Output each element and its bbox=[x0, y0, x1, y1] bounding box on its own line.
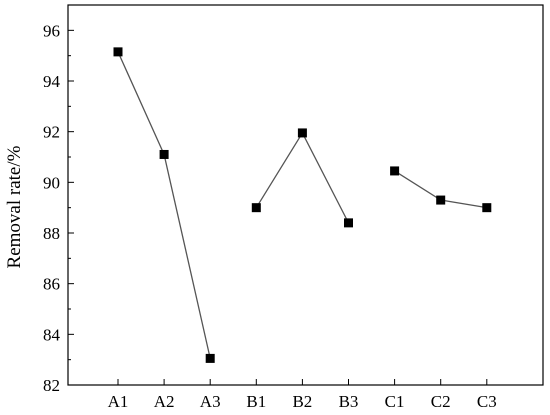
data-point bbox=[251, 203, 261, 213]
x-tick-label: B2 bbox=[292, 392, 312, 411]
series-C bbox=[390, 166, 492, 213]
series-A bbox=[113, 47, 215, 363]
series-layer bbox=[113, 47, 492, 363]
series-line bbox=[255, 131, 350, 224]
y-tick-label: 92 bbox=[43, 123, 60, 142]
y-tick-label: 86 bbox=[43, 275, 60, 294]
x-axis: A1 A2 A3 B1 B2 B3 C1 C2 C3 bbox=[108, 379, 497, 411]
data-point bbox=[436, 195, 446, 205]
x-tick-label: B1 bbox=[246, 392, 266, 411]
x-tick-label: C2 bbox=[431, 392, 451, 411]
x-tick-label: A1 bbox=[108, 392, 129, 411]
x-tick-label: C1 bbox=[385, 392, 405, 411]
x-tick-label: A3 bbox=[200, 392, 221, 411]
y-tick-label: 94 bbox=[43, 72, 61, 91]
series-line bbox=[117, 51, 211, 359]
data-point bbox=[390, 166, 400, 176]
y-tick-label: 90 bbox=[43, 173, 60, 192]
data-point bbox=[159, 149, 169, 159]
data-point bbox=[344, 218, 353, 228]
x-tick-label: C3 bbox=[477, 392, 497, 411]
y-tick-label: 82 bbox=[43, 376, 60, 395]
series-B bbox=[251, 128, 353, 228]
y-axis: 82 84 86 88 90 92 94 96 bbox=[43, 21, 74, 395]
y-axis-title: Removal rate/% bbox=[4, 145, 25, 268]
data-point bbox=[205, 353, 215, 363]
data-point bbox=[482, 203, 492, 213]
y-tick-label: 96 bbox=[43, 21, 60, 40]
y-tick-label: 84 bbox=[43, 325, 61, 344]
plot-frame bbox=[67, 4, 544, 386]
y-tick-label: 88 bbox=[43, 224, 60, 243]
data-point bbox=[113, 47, 123, 57]
plot-border bbox=[67, 4, 544, 386]
x-tick-label: B3 bbox=[339, 392, 359, 411]
data-point bbox=[297, 128, 307, 138]
x-tick-label: A2 bbox=[154, 392, 175, 411]
